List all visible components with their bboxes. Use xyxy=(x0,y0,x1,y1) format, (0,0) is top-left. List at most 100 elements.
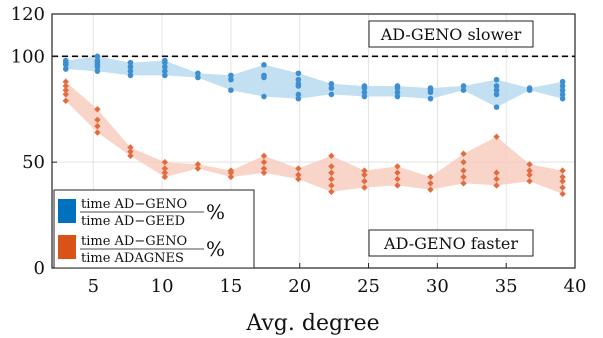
data-point-series-0 xyxy=(228,72,234,79)
legend-geed-denominator: time AD−GEED xyxy=(81,214,185,229)
annotation-faster-text: AD-GENO faster xyxy=(383,234,518,253)
x-tick-label: 25 xyxy=(357,276,380,297)
data-point-series-1 xyxy=(260,169,268,176)
data-point-series-1 xyxy=(526,167,533,174)
data-point-series-1 xyxy=(161,169,169,176)
data-point-series-0 xyxy=(162,64,168,70)
data-point-series-0 xyxy=(228,87,234,93)
data-point-series-1 xyxy=(260,152,268,160)
axis-ticks: 5 10 15 20 25 30 35 40 0 50 100 120 xyxy=(11,4,587,297)
data-point-series-1 xyxy=(127,152,134,160)
data-point-series-1 xyxy=(460,173,467,181)
data-point-series-1 xyxy=(493,175,500,183)
y-tick-label: 50 xyxy=(22,152,45,173)
data-point-series-1 xyxy=(295,175,302,183)
data-point-series-0 xyxy=(127,72,134,79)
data-point-series-1 xyxy=(127,144,134,151)
data-point-series-1 xyxy=(295,171,302,179)
data-point-series-0 xyxy=(394,89,401,96)
data-point-series-0 xyxy=(162,72,168,79)
data-point-series-1 xyxy=(526,171,533,179)
data-point-series-1 xyxy=(94,116,101,124)
data-point-series-0 xyxy=(361,93,368,100)
data-point-series-1 xyxy=(62,78,69,85)
data-point-series-0 xyxy=(328,91,335,98)
data-point-series-0 xyxy=(62,66,69,72)
data-point-series-1 xyxy=(427,180,434,187)
data-point-series-0 xyxy=(295,95,302,102)
data-point-series-0 xyxy=(493,87,500,93)
data-point-series-1 xyxy=(559,173,566,181)
data-point-series-1 xyxy=(493,169,500,176)
data-point-series-1 xyxy=(460,167,467,174)
annotation-faster: AD-GENO faster xyxy=(368,229,534,257)
data-point-series-0 xyxy=(460,83,467,89)
range-band-series-0 xyxy=(65,56,563,108)
data-point-series-0 xyxy=(394,83,401,89)
data-point-series-0 xyxy=(162,68,168,74)
data-point-series-0 xyxy=(361,89,368,96)
data-point-series-0 xyxy=(295,91,302,98)
range-bands xyxy=(65,56,563,194)
annotation-faster-box xyxy=(368,229,534,257)
data-point-series-0 xyxy=(493,83,500,89)
data-point-series-0 xyxy=(526,85,533,91)
data-point-series-1 xyxy=(394,169,401,176)
data-point-series-0 xyxy=(427,85,434,91)
data-point-series-0 xyxy=(295,70,302,77)
data-point-series-0 xyxy=(427,95,434,102)
data-point-series-1 xyxy=(328,182,335,189)
data-point-series-0 xyxy=(559,91,566,98)
data-point-series-1 xyxy=(62,82,69,90)
data-markers xyxy=(62,53,566,198)
data-point-series-0 xyxy=(162,57,168,64)
data-point-series-0 xyxy=(127,64,134,70)
data-point-series-0 xyxy=(94,53,101,60)
data-point-series-0 xyxy=(559,83,566,89)
data-point-series-1 xyxy=(361,167,368,174)
legend-adagnes-percent: % xyxy=(206,237,225,261)
data-point-series-1 xyxy=(295,165,302,172)
data-point-series-0 xyxy=(195,70,201,77)
x-tick-label: 5 xyxy=(88,276,99,297)
x-tick-label: 35 xyxy=(495,276,518,297)
data-point-series-1 xyxy=(361,171,368,179)
data-point-series-1 xyxy=(94,122,101,130)
range-band-series-1 xyxy=(65,81,563,194)
data-point-series-1 xyxy=(328,169,335,176)
x-tick-label: 10 xyxy=(151,276,174,297)
data-point-series-1 xyxy=(559,178,566,185)
data-point-series-0 xyxy=(559,87,566,93)
data-point-series-1 xyxy=(460,158,467,166)
y-tick-label: 120 xyxy=(11,4,45,25)
data-point-series-1 xyxy=(194,165,202,172)
legend-box xyxy=(53,189,255,269)
data-point-series-0 xyxy=(127,59,134,66)
data-point-series-1 xyxy=(361,178,368,185)
data-point-series-0 xyxy=(493,76,500,83)
x-tick-label: 15 xyxy=(219,276,242,297)
data-point-series-0 xyxy=(228,76,234,83)
data-point-series-1 xyxy=(94,129,101,136)
data-point-series-1 xyxy=(127,148,134,155)
data-point-series-1 xyxy=(62,91,69,98)
legend-swatch-adagnes xyxy=(58,235,76,259)
data-point-series-1 xyxy=(194,161,202,168)
data-point-series-0 xyxy=(328,81,335,87)
data-point-series-1 xyxy=(493,133,500,140)
data-point-series-0 xyxy=(94,68,101,74)
data-point-series-0 xyxy=(295,81,302,87)
data-point-series-1 xyxy=(559,184,566,191)
data-point-series-1 xyxy=(361,184,368,191)
data-point-series-0 xyxy=(493,91,500,98)
x-tick-label: 30 xyxy=(426,276,449,297)
data-point-series-1 xyxy=(328,163,335,170)
data-point-series-1 xyxy=(94,106,101,113)
data-point-series-1 xyxy=(260,165,268,172)
data-point-series-1 xyxy=(394,175,401,183)
legend-adagnes-numerator: time AD−GENO xyxy=(81,234,187,249)
data-point-series-0 xyxy=(261,72,267,79)
data-point-series-1 xyxy=(328,188,335,195)
data-point-series-1 xyxy=(328,152,335,160)
